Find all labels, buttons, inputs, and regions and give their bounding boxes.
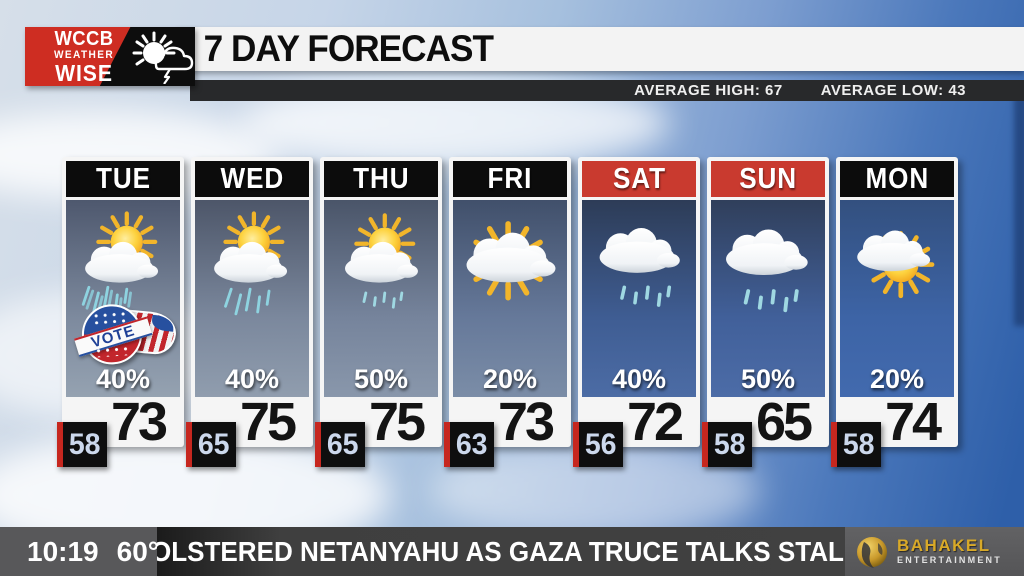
globe-icon: [857, 536, 887, 568]
brand-division: ENTERTAINMENT: [897, 554, 1002, 565]
news-ticker: 10:19 60° OLSTERED NETANYAHU AS GAZA TRU…: [0, 527, 1024, 576]
headline-crawl: OLSTERED NETANYAHU AS GAZA TRUCE TALKS S…: [157, 527, 845, 576]
logo-line3: WISE: [55, 59, 113, 86]
average-low: AVERAGE LOW: 43: [820, 82, 966, 99]
day-label: THU: [352, 162, 410, 195]
forecast-panel: 40%: [582, 200, 696, 397]
low-temp: 58: [843, 427, 875, 461]
low-temp: 63: [456, 427, 488, 461]
day-label: FRI: [487, 162, 533, 195]
vote-badge-label: VOTE: [89, 322, 138, 352]
logo-line2: WEATHER: [53, 48, 115, 61]
forecast-panel: VOTE 40%: [66, 200, 180, 397]
day-label: SAT: [612, 162, 666, 195]
current-temp: 60°: [116, 535, 159, 567]
precip-chance: 40%: [224, 364, 280, 394]
low-temp-box: 58: [57, 422, 107, 467]
day-label: SUN: [739, 162, 797, 195]
high-temp: 73: [110, 392, 168, 452]
brand-name: BAHAKEL: [897, 536, 991, 556]
forecast-panel: 50%: [711, 200, 825, 397]
low-temp-box: 58: [831, 422, 881, 467]
forecast-card-sun: SUN 50% 65 58: [702, 157, 829, 467]
low-temp: 56: [585, 427, 617, 461]
high-temp: 65: [755, 392, 813, 452]
precip-chance: 50%: [740, 364, 796, 394]
sun-storm-icon: [132, 31, 194, 84]
low-temp-box: 56: [573, 422, 623, 467]
forecast-card-tue: TUE VOTE 40%: [57, 157, 184, 467]
forecast-panel: 50%: [324, 200, 438, 397]
cloud-rain-icon: [599, 228, 680, 307]
sky-shadow-decoration: [1014, 96, 1024, 326]
forecast-card-wed: WED 40% 75 65: [186, 157, 313, 467]
low-temp-box: 65: [315, 422, 365, 467]
low-temp: 65: [327, 427, 359, 461]
high-temp: 75: [368, 392, 426, 452]
vote-badge: VOTE: [74, 300, 180, 369]
clock-time: 10:19: [27, 535, 99, 567]
sun-cloud-rain-icon: [214, 204, 288, 316]
day-label: MON: [865, 162, 929, 195]
title-bar: 7 DAY FORECAST: [177, 27, 1024, 71]
partly-sunny-icon: [857, 230, 954, 346]
page-title: 7 DAY FORECAST: [203, 28, 494, 69]
brand-text: BAHAKEL ENTERTAINMENT: [897, 537, 1002, 566]
averages-bar: AVERAGE HIGH: 67 AVERAGE LOW: 43: [190, 80, 1024, 101]
precip-chance: 20%: [482, 364, 538, 394]
cloud-rain-icon: [726, 229, 808, 313]
low-temp: 65: [198, 427, 230, 461]
precip-chance: 40%: [95, 364, 151, 394]
average-high: AVERAGE HIGH: 67: [634, 82, 783, 99]
day-header: SAT: [582, 161, 696, 197]
high-temp: 72: [626, 392, 684, 452]
high-temp: 74: [884, 392, 942, 452]
day-header: THU: [324, 161, 438, 197]
day-header: TUE: [66, 161, 180, 197]
day-label: TUE: [95, 162, 151, 195]
brand-logo: BAHAKEL ENTERTAINMENT: [845, 527, 1024, 576]
high-temp: 75: [239, 392, 297, 452]
mostly-cloudy-icon: [466, 204, 556, 346]
low-temp-box: 58: [702, 422, 752, 467]
precip-chance: 40%: [611, 364, 667, 394]
low-temp-box: 65: [186, 422, 236, 467]
forecast-card-fri: FRI 20% 73 63: [444, 157, 571, 467]
sun-cloud-drizzle-icon: [345, 204, 418, 309]
forecast-panel: 20%: [453, 200, 567, 397]
forecast-cards: TUE VOTE 40%: [57, 157, 966, 467]
headline-text: OLSTERED NETANYAHU AS GAZA TRUCE TALKS S…: [157, 535, 845, 567]
forecast-card-sat: SAT 40% 72 56: [573, 157, 700, 467]
forecast-card-mon: MON 20% 74 58: [831, 157, 958, 467]
day-header: MON: [840, 161, 954, 197]
day-header: FRI: [453, 161, 567, 197]
day-label: WED: [220, 162, 284, 195]
day-header: SUN: [711, 161, 825, 197]
precip-chance: 50%: [353, 364, 409, 394]
low-temp-box: 63: [444, 422, 494, 467]
forecast-card-thu: THU 50% 75 65: [315, 157, 442, 467]
high-temp: 73: [497, 392, 555, 452]
station-logo: WCCB WEATHER WISE: [25, 27, 195, 86]
forecast-panel: 20%: [840, 200, 954, 397]
time-temp-panel: 10:19 60°: [0, 527, 159, 576]
logo-line1: WCCB: [54, 27, 114, 50]
forecast-panel: 40%: [195, 200, 309, 397]
day-header: WED: [195, 161, 309, 197]
low-temp: 58: [69, 427, 101, 461]
low-temp: 58: [714, 427, 746, 461]
logo-text: WCCB WEATHER WISE: [30, 27, 139, 86]
precip-chance: 20%: [869, 364, 925, 394]
